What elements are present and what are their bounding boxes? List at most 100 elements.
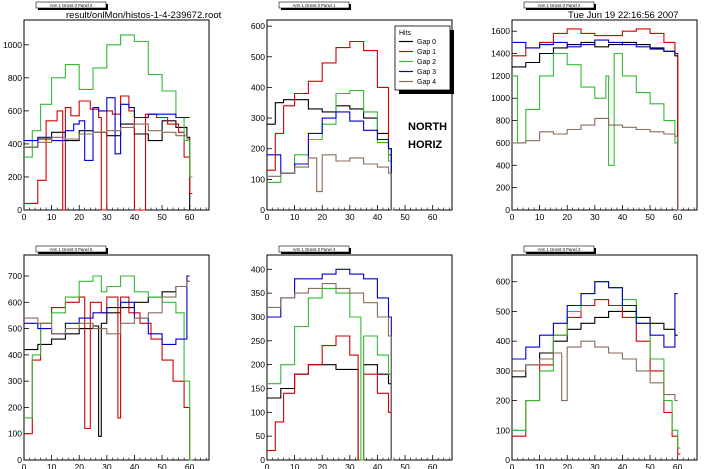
y-tick-label: 300 <box>251 312 265 322</box>
x-tick-label: 10 <box>535 212 545 222</box>
plot-frame <box>266 254 453 461</box>
x-tick-label: 30 <box>590 212 600 222</box>
y-tick-label: 100 <box>251 174 265 184</box>
y-tick-label: 100 <box>496 425 510 435</box>
horiz-label: HORIZ <box>408 139 443 151</box>
x-tick-label: 60 <box>428 212 438 222</box>
y-tick-label: 400 <box>496 160 510 170</box>
y-tick-label: 600 <box>496 138 510 148</box>
x-tick-label: 10 <box>47 212 57 222</box>
plot-frame <box>23 254 210 461</box>
x-tick-label: 40 <box>618 212 628 222</box>
x-tick-label: 30 <box>345 462 355 469</box>
x-tick-label: 0 <box>265 212 270 222</box>
y-tick-label: 1400 <box>491 49 510 59</box>
y-tick-label: 600 <box>496 277 510 287</box>
legend-box <box>394 25 451 91</box>
series-line-gap-0 <box>24 280 190 437</box>
x-tick-label: 40 <box>373 462 383 469</box>
y-tick-label: 800 <box>8 73 22 83</box>
series-line-gap-4 <box>24 280 190 335</box>
series-line-gap-3 <box>267 268 394 461</box>
y-tick-label: 0 <box>260 205 265 215</box>
x-tick-label: 40 <box>130 462 140 469</box>
panel-title: Arm 1 Orient 0 Panel 3 <box>538 247 581 252</box>
x-tick-label: 0 <box>510 212 515 222</box>
x-tick-label: 60 <box>673 212 683 222</box>
y-tick-label: 250 <box>251 336 265 346</box>
x-tick-label: 50 <box>400 212 410 222</box>
series-line-gap-4 <box>267 283 394 461</box>
x-tick-label: 30 <box>590 462 600 469</box>
y-tick-label: 0 <box>505 205 510 215</box>
plot-frame <box>23 19 210 211</box>
series-line-gap-4 <box>512 117 681 211</box>
series-line-gap-1 <box>24 296 193 461</box>
title-box <box>278 1 350 9</box>
x-tick-label: 30 <box>102 462 112 469</box>
series-line-gap-1 <box>267 335 394 461</box>
north-label: NORTH <box>408 121 448 133</box>
y-tick-label: 0 <box>17 205 22 215</box>
x-tick-label: 20 <box>74 212 84 222</box>
y-tick-label: 100 <box>8 429 22 439</box>
y-tick-label: 1200 <box>491 71 510 81</box>
y-tick-label: 300 <box>496 366 510 376</box>
y-tick-label: 500 <box>496 306 510 316</box>
legend-entry-label: Gap 3 <box>417 69 436 76</box>
series-line-gap-1 <box>24 95 193 211</box>
x-tick-label: 20 <box>74 462 84 469</box>
y-tick-label: 500 <box>8 324 22 334</box>
x-tick-label: 60 <box>673 462 683 469</box>
y-tick-label: 600 <box>8 106 22 116</box>
x-tick-label: 50 <box>645 462 655 469</box>
x-tick-label: 20 <box>317 462 327 469</box>
y-tick-label: 500 <box>251 52 265 62</box>
y-tick-label: 200 <box>8 402 22 412</box>
series-line-gap-0 <box>512 310 678 378</box>
y-tick-label: 0 <box>505 455 510 465</box>
y-tick-label: 350 <box>251 288 265 298</box>
series-line-gap-1 <box>512 299 681 455</box>
y-tick-label: 600 <box>8 297 22 307</box>
series-line-gap-1 <box>512 28 681 211</box>
y-tick-label: 400 <box>496 336 510 346</box>
legend-entry-label: Gap 1 <box>417 49 436 56</box>
series-line-gap-1 <box>267 40 394 211</box>
timestamp-label: Tue Jun 19 22:16:56 2007 <box>568 10 679 21</box>
y-tick-label: 0 <box>17 455 22 465</box>
y-tick-label: 400 <box>8 350 22 360</box>
x-tick-label: 40 <box>618 462 628 469</box>
x-tick-label: 30 <box>102 212 112 222</box>
panel-title: Arm 1 Orient 0 Panel 0 <box>50 3 93 8</box>
y-tick-label: 1600 <box>491 26 510 36</box>
x-tick-label: 40 <box>130 212 140 222</box>
x-tick-label: 0 <box>22 212 27 222</box>
x-tick-label: 30 <box>345 212 355 222</box>
x-tick-label: 40 <box>373 212 383 222</box>
x-tick-label: 60 <box>185 462 195 469</box>
x-tick-label: 50 <box>645 212 655 222</box>
y-tick-label: 700 <box>8 271 22 281</box>
y-tick-label: 200 <box>496 183 510 193</box>
legend-entry-label: Gap 2 <box>417 59 436 66</box>
panel-title: Arm 1 Orient 0 Panel 5 <box>50 247 93 252</box>
y-tick-label: 1000 <box>3 40 22 50</box>
series-line-gap-3 <box>512 39 678 55</box>
x-tick-label: 10 <box>290 212 300 222</box>
title-box <box>523 1 595 9</box>
x-tick-label: 60 <box>185 212 195 222</box>
series-line-gap-2 <box>267 287 394 461</box>
panel-title: Arm 1 Orient 0 Panel 2 <box>538 3 581 8</box>
title-box <box>278 245 350 253</box>
y-tick-label: 200 <box>496 396 510 406</box>
series-line-gap-3 <box>512 281 678 360</box>
x-tick-label: 0 <box>510 462 515 469</box>
x-tick-label: 50 <box>157 212 167 222</box>
x-tick-label: 60 <box>428 462 438 469</box>
series-line-gap-4 <box>512 340 678 402</box>
y-tick-label: 200 <box>251 144 265 154</box>
y-tick-label: 300 <box>8 376 22 386</box>
panel-title: Arm 1 Orient 0 Panel 4 <box>293 247 336 252</box>
